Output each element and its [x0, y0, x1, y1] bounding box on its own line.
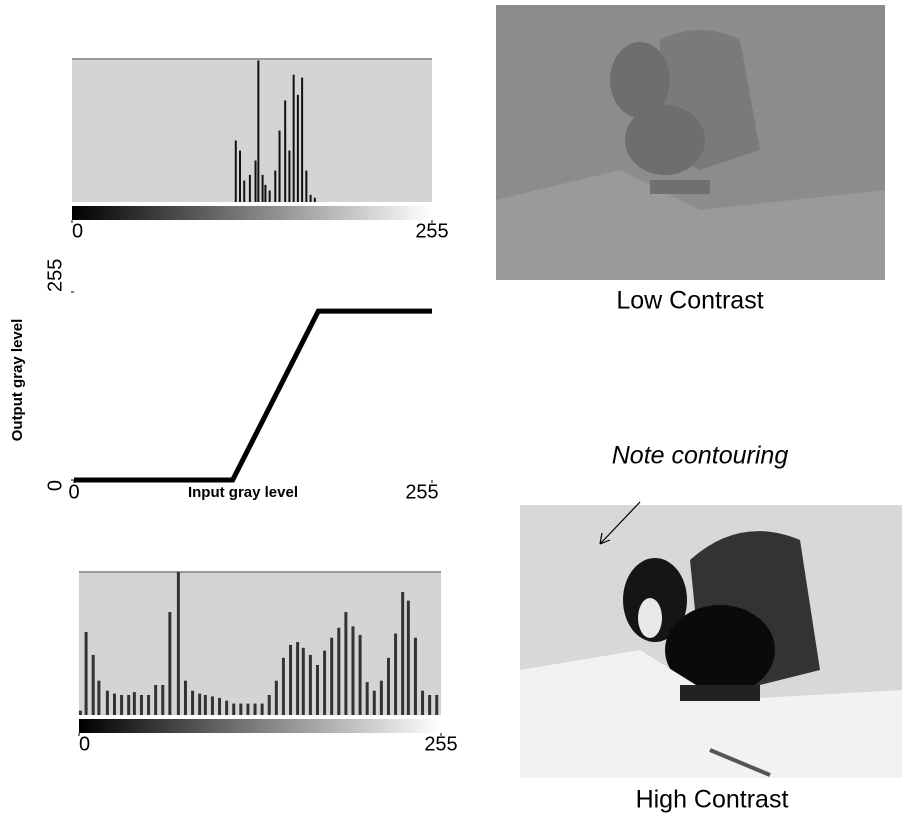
- x-tick-label: 255: [415, 220, 448, 242]
- high-contrast-image: [520, 505, 902, 778]
- image-caption: High Contrast: [636, 786, 789, 814]
- bar: [323, 650, 327, 715]
- bar: [292, 74, 295, 202]
- bar: [278, 130, 281, 202]
- bar: [154, 684, 158, 715]
- annotation-arrow: [599, 501, 641, 545]
- bar: [413, 637, 417, 715]
- bar: [78, 710, 82, 715]
- bar: [365, 682, 369, 715]
- gray-scale-bar: [72, 206, 432, 220]
- bar: [309, 194, 312, 202]
- bar: [105, 690, 109, 715]
- bar: [260, 703, 264, 715]
- bar: [305, 170, 308, 202]
- bar: [232, 703, 236, 715]
- annotation-arrowhead: [599, 532, 611, 545]
- y-tick-label: 0: [44, 480, 66, 491]
- bar: [268, 190, 271, 202]
- bar: [112, 693, 116, 715]
- bar: [406, 600, 410, 715]
- bar: [147, 694, 151, 715]
- bar: [372, 690, 376, 715]
- bar: [198, 693, 202, 715]
- bar: [435, 694, 439, 715]
- bar: [261, 174, 264, 202]
- bar: [301, 77, 304, 202]
- bar: [289, 644, 293, 715]
- bar: [139, 694, 143, 715]
- x-tick-label: 0: [68, 481, 79, 503]
- gray-scale-bar: [79, 719, 441, 733]
- bar: [254, 160, 257, 202]
- bar: [120, 694, 124, 715]
- bar: [386, 657, 390, 715]
- bar: [296, 94, 299, 202]
- bar: [267, 694, 271, 715]
- y-tick-label: 255: [44, 259, 66, 292]
- x-axis-label: Input gray level: [188, 484, 298, 501]
- x-tick-label: 255: [424, 733, 457, 755]
- bar: [358, 634, 362, 715]
- bar: [91, 654, 95, 715]
- bar: [257, 60, 260, 203]
- annotation: Note contouring: [612, 442, 789, 470]
- bar: [253, 703, 257, 715]
- bar: [344, 612, 348, 715]
- bar: [218, 697, 222, 715]
- plot-area: [72, 59, 432, 202]
- bar: [132, 692, 136, 715]
- bar: [274, 680, 278, 715]
- bar: [421, 690, 425, 715]
- bar: [225, 700, 229, 715]
- image-caption: Low Contrast: [616, 287, 763, 315]
- bar: [401, 592, 405, 715]
- bar: [210, 696, 214, 715]
- bar: [301, 647, 305, 715]
- bar: [264, 184, 267, 202]
- bar: [274, 170, 277, 202]
- bar: [234, 140, 237, 202]
- bar: [330, 637, 334, 715]
- bar: [428, 694, 432, 715]
- bar: [203, 694, 207, 715]
- bar: [315, 664, 319, 715]
- bar: [337, 627, 341, 715]
- bar: [394, 633, 398, 715]
- bar: [379, 680, 383, 715]
- bar: [248, 174, 251, 202]
- bar: [161, 684, 165, 715]
- transfer-curve: [74, 308, 432, 483]
- bar: [183, 680, 187, 715]
- bar: [284, 100, 287, 202]
- low-contrast-image: [496, 5, 885, 280]
- bar: [97, 680, 101, 715]
- bar: [84, 632, 88, 715]
- bar: [313, 197, 316, 202]
- bar: [239, 150, 241, 202]
- bar: [288, 150, 291, 202]
- bar: [281, 657, 285, 715]
- bar: [243, 180, 246, 202]
- x-tick-label: 0: [72, 220, 83, 242]
- bar: [168, 612, 172, 715]
- bar: [127, 694, 131, 715]
- bar: [296, 642, 300, 715]
- bar: [246, 703, 250, 715]
- bar: [239, 703, 243, 715]
- bar: [176, 572, 180, 715]
- y-axis-label: Output gray level: [9, 319, 26, 442]
- x-tick-label: 255: [405, 481, 438, 503]
- x-tick-label: 0: [79, 733, 90, 755]
- bar: [191, 690, 195, 715]
- bar: [308, 654, 312, 715]
- bar: [351, 626, 355, 715]
